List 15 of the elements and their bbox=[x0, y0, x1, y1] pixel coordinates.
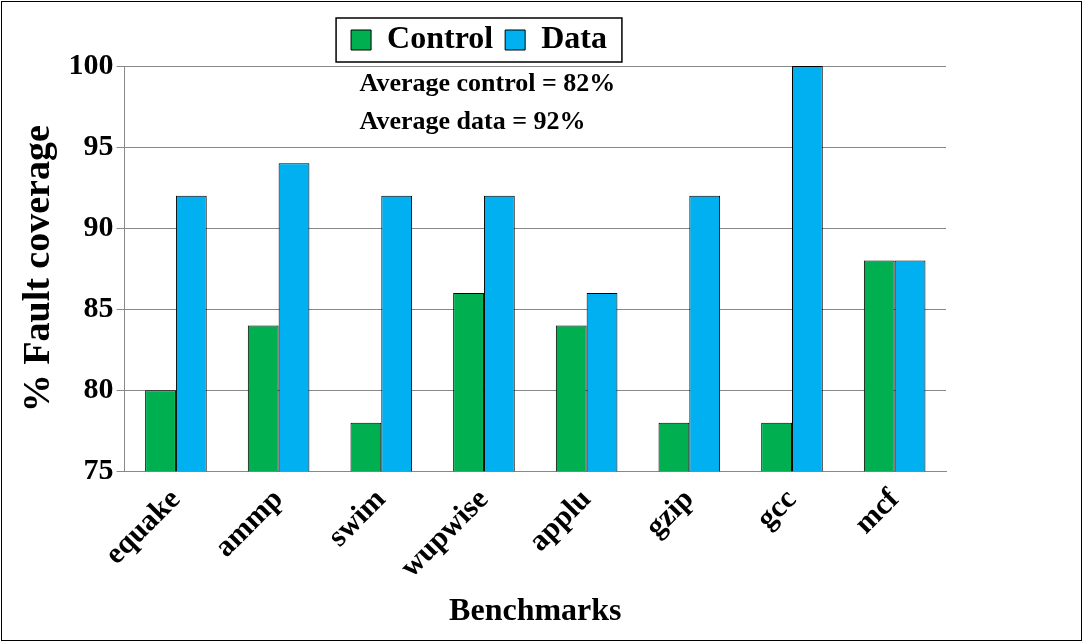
x-tick-label: gcc bbox=[748, 481, 802, 535]
annotation: Average data = 92% bbox=[359, 105, 586, 135]
legend-label: Data bbox=[541, 19, 607, 56]
y-tick-label: 95 bbox=[83, 127, 114, 161]
annotation: Average control = 82% bbox=[359, 67, 616, 97]
legend-label: Control bbox=[387, 19, 494, 56]
y-tick-label: 90 bbox=[83, 208, 114, 242]
y-tick-label: 85 bbox=[83, 289, 114, 323]
x-tick-label: gzip bbox=[637, 481, 700, 543]
y-tick-label: 80 bbox=[83, 371, 114, 405]
x-axis-title: Benchmarks bbox=[449, 591, 622, 628]
x-tick-label: mcf bbox=[846, 480, 906, 539]
y-tick-label: 75 bbox=[83, 452, 114, 486]
y-tick-label: 100 bbox=[68, 46, 114, 80]
y-axis-title: % Fault coverage bbox=[14, 125, 57, 413]
